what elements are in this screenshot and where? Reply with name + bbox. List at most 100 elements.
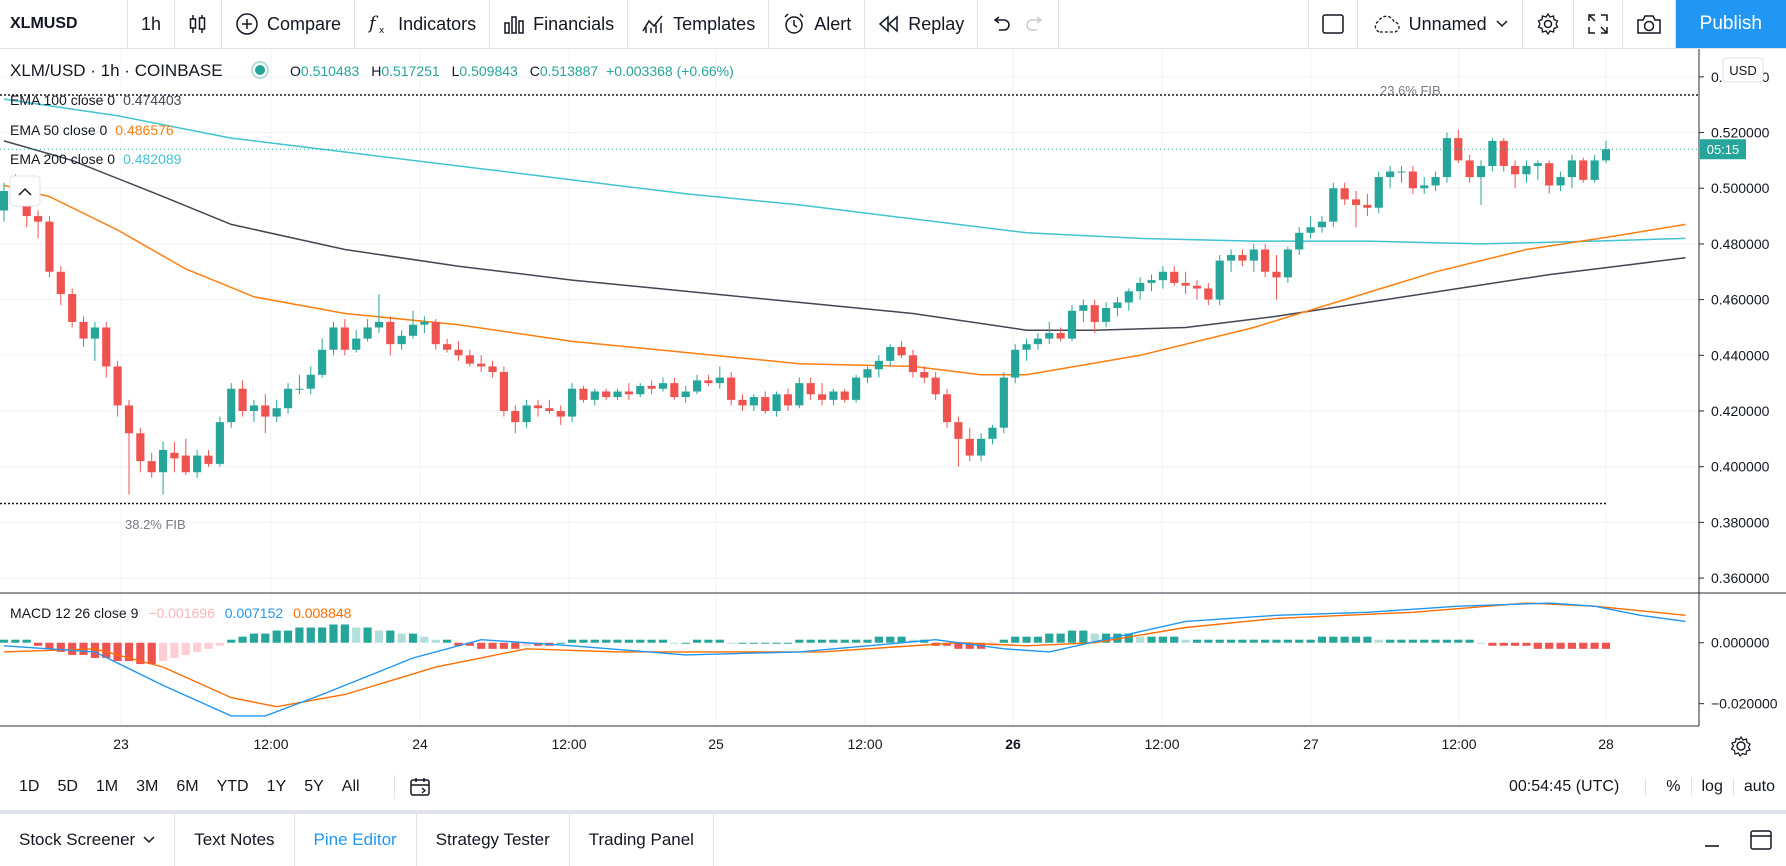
macd-histogram-bar [1499, 642, 1508, 646]
tab-stock-screener[interactable]: Stock Screener [0, 814, 176, 866]
range-ytd[interactable]: YTD [216, 778, 249, 795]
candle-body [170, 452, 179, 459]
bar-style-button[interactable] [175, 0, 223, 48]
candle-body [1158, 271, 1167, 281]
macd-line [3, 602, 1686, 717]
range-all[interactable]: All [341, 778, 360, 795]
ema100-legend[interactable]: EMA 100 close 0 0.474403 [10, 92, 182, 108]
replay-button[interactable]: Replay [865, 0, 979, 48]
tab-strategy-tester[interactable]: Strategy Tester [417, 814, 570, 866]
collapse-legend-button[interactable] [9, 175, 41, 207]
macd-histogram-bar [840, 639, 849, 643]
compare-button[interactable]: Compare [222, 0, 356, 48]
candle-body [1454, 138, 1463, 161]
candle-body [931, 377, 940, 395]
candle-body [158, 449, 168, 473]
undo-icon[interactable] [991, 16, 1011, 32]
alert-label: Alert [814, 13, 852, 34]
time-tick-label: 25 [708, 736, 724, 752]
ema200-value: 0.482089 [123, 151, 182, 167]
range-1y[interactable]: 1Y [266, 778, 287, 795]
bar-chart-icon [503, 13, 525, 35]
ema50-legend[interactable]: EMA 50 close 0 0.486576 [10, 122, 174, 138]
macd-histogram-bar [1465, 639, 1474, 643]
candle-body [533, 405, 543, 409]
macd-histogram-bar [1454, 639, 1463, 643]
fib-lower-label: 38.2% FIB [125, 517, 186, 532]
fib-layer [0, 94, 1699, 505]
layout-name-button[interactable]: Unnamed [1358, 0, 1523, 48]
candle-body [1170, 271, 1179, 283]
macd-histogram-bar [806, 639, 815, 643]
percent-scale-toggle[interactable]: % [1645, 778, 1690, 796]
candle-body [636, 385, 645, 395]
alert-button[interactable]: Alert [769, 0, 866, 48]
time-tick-label: 12:00 [847, 736, 882, 752]
candle-body [1067, 310, 1077, 339]
candle-body [1340, 188, 1349, 200]
macd-histogram-bar [1601, 642, 1611, 649]
interval-button[interactable]: 1h [128, 0, 176, 48]
range-5y[interactable]: 5Y [304, 778, 324, 795]
candle-body [783, 394, 793, 406]
fullscreen-layout-button[interactable] [1307, 0, 1358, 48]
minimize-panel-button[interactable] [1688, 814, 1736, 866]
range-1d[interactable]: 1D [19, 778, 40, 795]
go-to-date-icon[interactable] [393, 775, 431, 799]
candle-body [1465, 160, 1474, 178]
chart-canvas[interactable]: 0.5400000.5200000.5000000.4800000.460000… [0, 49, 1786, 768]
tab-pine-editor[interactable]: Pine Editor [295, 814, 417, 866]
log-scale-toggle[interactable]: log [1690, 778, 1733, 796]
tab-trading-panel[interactable]: Trading Panel [570, 814, 714, 866]
macd-histogram-bar [704, 639, 713, 643]
ema50-value: 0.486576 [115, 122, 174, 138]
publish-button[interactable]: Publish [1675, 0, 1786, 48]
candle-body [1249, 249, 1258, 261]
candle-body [1579, 160, 1588, 180]
maximize-panel-button[interactable] [1736, 814, 1786, 866]
settings-button[interactable] [1523, 0, 1574, 48]
legend-title[interactable]: XLM/USD · 1h · COINBASE [10, 61, 223, 80]
range-5d[interactable]: 5D [57, 778, 78, 795]
utc-clock[interactable]: 00:54:45 (UTC) [1509, 778, 1620, 795]
macd-histogram-bar [567, 639, 577, 643]
range-6m[interactable]: 6M [176, 778, 199, 795]
auto-scale-toggle[interactable]: auto [1732, 778, 1786, 796]
macd-legend-label: MACD 12 26 close 9 [10, 605, 139, 621]
ema200-legend[interactable]: EMA 200 close 0 0.482089 [10, 151, 182, 167]
time-tick-label: 23 [113, 736, 129, 752]
market-status-ring [251, 61, 269, 79]
macd-histogram-bar [227, 639, 236, 643]
macd-legend[interactable]: MACD 12 26 close 9 −0.001696 0.007152 0.… [10, 605, 352, 621]
panel-separator[interactable] [0, 810, 1786, 814]
time-tick-label: 12:00 [253, 736, 288, 752]
axis-settings-gear-icon[interactable] [1730, 735, 1751, 758]
time-tick-label: 28 [1598, 736, 1614, 752]
macd-histogram-bar [1431, 639, 1440, 643]
redo-icon[interactable] [1025, 16, 1045, 32]
range-3m[interactable]: 3M [136, 778, 159, 795]
templates-icon [641, 13, 665, 35]
candle-body [1556, 177, 1565, 186]
candle-body [590, 391, 599, 400]
candle-body [1056, 333, 1065, 339]
symbol-search[interactable]: XLMUSD [0, 0, 128, 48]
financials-button[interactable]: Financials [490, 0, 629, 48]
range-1m[interactable]: 1M [95, 778, 119, 795]
camera-icon [1636, 13, 1662, 35]
financials-label: Financials [533, 13, 615, 34]
time-axis[interactable]: 23 12:00 24 12:00 25 12:00 26 12:00 27 12:00 28 [113, 736, 1614, 752]
macd-histogram-bar [1136, 636, 1145, 643]
candle-body [90, 327, 99, 339]
macd-histogram-bar [783, 642, 793, 644]
tab-text-notes[interactable]: Text Notes [175, 814, 295, 866]
candle-body [1511, 165, 1520, 175]
fullscreen-button[interactable] [1574, 0, 1623, 48]
candle-body [1488, 140, 1497, 166]
macd-histogram-bar [579, 639, 588, 643]
snapshot-button[interactable] [1623, 0, 1676, 48]
candle-body [1442, 138, 1452, 178]
currency-badge[interactable] [1722, 57, 1764, 83]
templates-button[interactable]: Templates [628, 0, 770, 48]
